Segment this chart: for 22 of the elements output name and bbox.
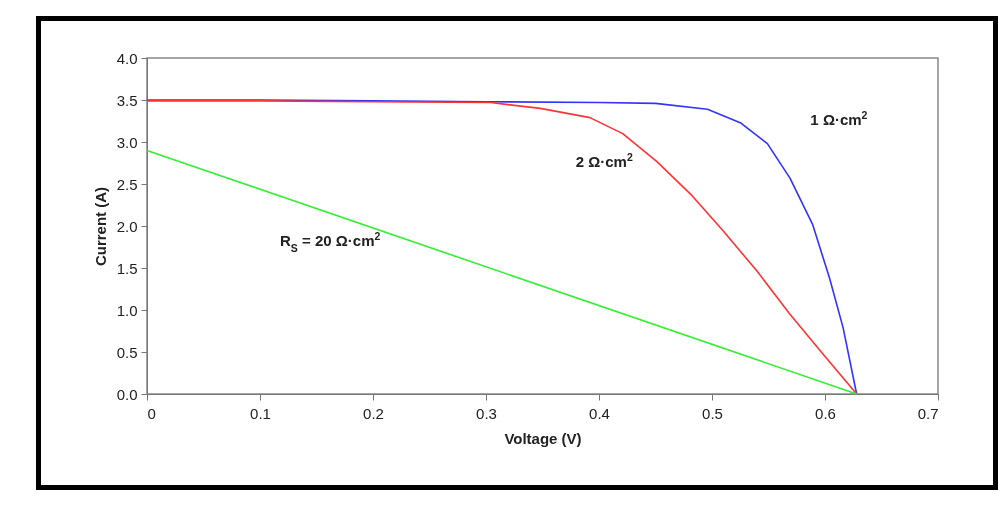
x-tick-label: 0.7	[917, 404, 939, 422]
x-tick-label: 0.4	[589, 404, 610, 422]
x-axis-title: Voltage (V)	[504, 429, 582, 447]
x-tick-label: 0.2	[363, 404, 384, 422]
x-tick-label: 0.1	[250, 404, 271, 422]
series-label: 2 Ω·cm$^{2}$	[575, 150, 633, 170]
x-tick-label: 0	[147, 404, 156, 422]
series-label: R$_{S}$ = 20 Ω·cm$^{2}$	[280, 230, 381, 255]
y-tick-label: 2.0	[116, 217, 138, 235]
x-tick-label: 0.5	[702, 404, 723, 422]
y-axis-title: Current (A)	[91, 186, 109, 267]
y-tick-label: 1.5	[116, 259, 138, 277]
x-tick-label: 0.6	[815, 404, 836, 422]
x-tick-label: 0.3	[476, 404, 497, 422]
y-tick-label: 4.0	[116, 49, 138, 67]
y-tick-label: 3.5	[116, 91, 138, 109]
y-tick-label: 1.0	[116, 301, 138, 319]
y-tick-label: 0.5	[116, 343, 138, 361]
y-tick-label: 2.5	[116, 175, 138, 193]
y-tick-label: 0.0	[116, 385, 138, 403]
text: 1 Ω·cm$^{2}$	[810, 108, 868, 128]
y-tick-label: 3.0	[116, 133, 138, 151]
